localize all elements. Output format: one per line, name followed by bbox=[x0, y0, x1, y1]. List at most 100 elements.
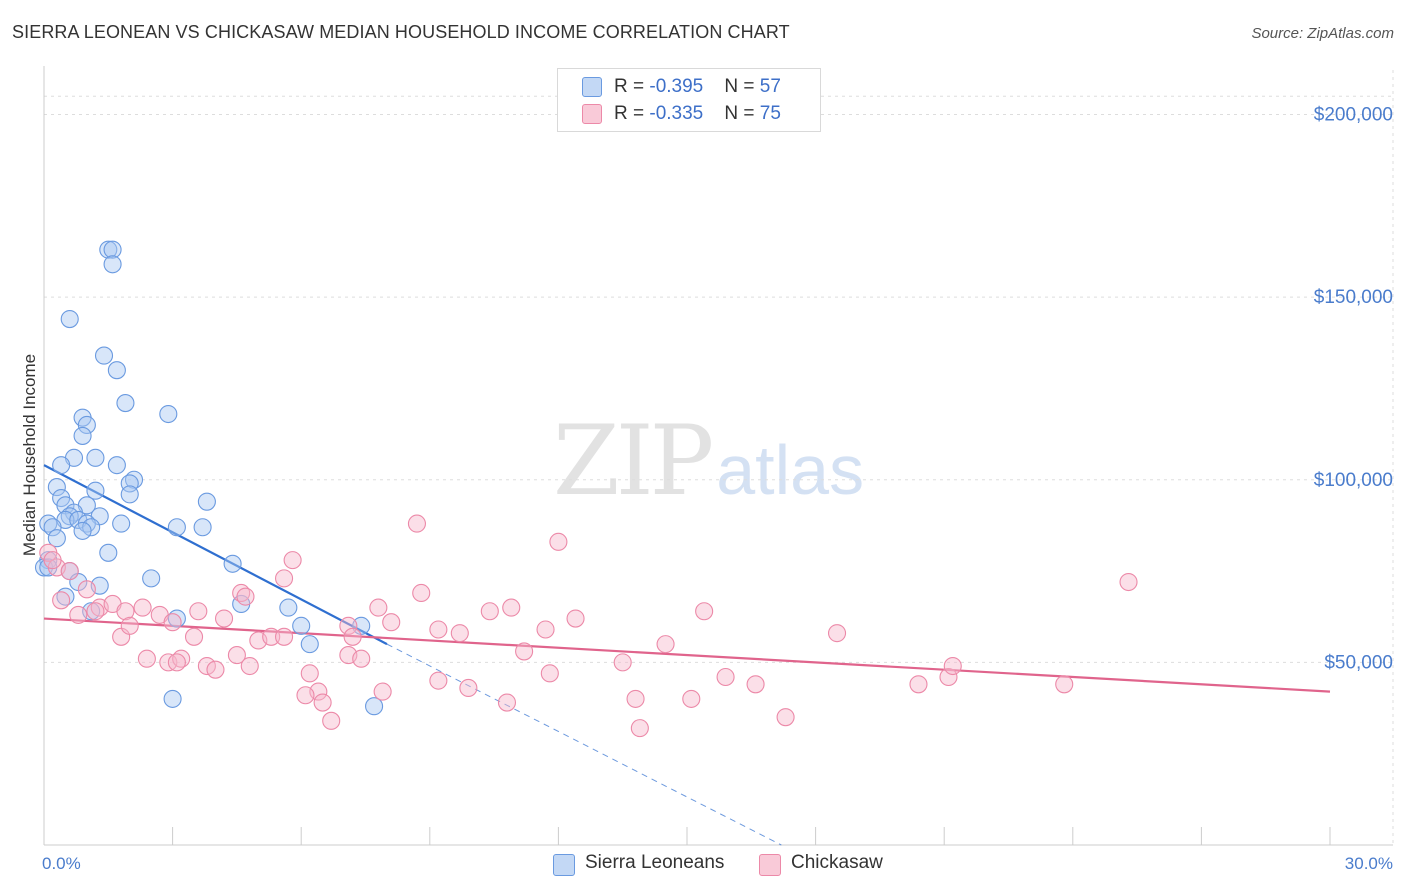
data-point bbox=[695, 602, 714, 621]
data-point bbox=[502, 598, 521, 617]
data-point bbox=[116, 602, 135, 621]
data-point bbox=[47, 529, 66, 548]
data-point bbox=[103, 255, 122, 274]
data-point bbox=[47, 478, 66, 497]
data-point bbox=[549, 532, 568, 551]
legend-n-label: N = bbox=[724, 103, 760, 124]
data-point bbox=[107, 361, 126, 380]
data-point bbox=[536, 620, 555, 639]
legend-r-label: R = bbox=[614, 103, 650, 124]
data-point bbox=[142, 569, 161, 588]
series-sierra-leoneans-points bbox=[34, 240, 384, 716]
data-point bbox=[939, 667, 958, 687]
data-point bbox=[412, 583, 431, 603]
data-point bbox=[206, 660, 225, 679]
data-point bbox=[1055, 675, 1074, 694]
tick-labels: $50,000 $100,000 $150,000 $200,000 0.0% 30.0% bbox=[42, 105, 1393, 873]
chart-title: SIERRA LEONEAN VS CHICKASAW MEDIAN HOUSE… bbox=[12, 22, 790, 42]
data-point bbox=[300, 635, 319, 654]
data-point bbox=[184, 627, 204, 646]
data-point bbox=[120, 485, 139, 504]
data-point bbox=[163, 613, 182, 632]
data-point bbox=[103, 240, 122, 259]
data-point bbox=[133, 598, 152, 617]
data-point bbox=[943, 656, 962, 676]
data-point bbox=[167, 653, 186, 672]
data-point bbox=[120, 474, 139, 493]
legend-r-value: -0.395 bbox=[649, 76, 704, 97]
legend-label: Sierra Leoneans bbox=[585, 852, 725, 873]
y-tick-label: $150,000 bbox=[1314, 287, 1393, 308]
data-point bbox=[189, 602, 208, 621]
data-point bbox=[716, 667, 735, 687]
data-point bbox=[382, 613, 401, 632]
data-point bbox=[373, 682, 392, 701]
legend-swatch bbox=[553, 854, 575, 876]
data-point bbox=[339, 616, 358, 635]
data-point bbox=[167, 518, 186, 537]
data-point bbox=[365, 697, 384, 716]
legend-swatch bbox=[759, 854, 781, 876]
data-point bbox=[343, 627, 362, 646]
data-point bbox=[1119, 572, 1138, 592]
legend-n-value: 57 bbox=[759, 76, 781, 97]
watermark-zip: ZIP bbox=[553, 405, 714, 517]
data-point bbox=[159, 404, 178, 424]
data-point bbox=[107, 456, 126, 475]
data-point bbox=[275, 627, 294, 646]
data-point bbox=[292, 616, 311, 635]
data-point bbox=[94, 346, 114, 365]
data-point bbox=[776, 708, 795, 727]
grid-lines bbox=[44, 70, 1395, 845]
data-point bbox=[86, 448, 105, 467]
data-point bbox=[515, 642, 534, 661]
data-point bbox=[197, 492, 216, 511]
data-point bbox=[163, 689, 182, 708]
data-point bbox=[300, 664, 319, 683]
legend-r-value: -0.335 bbox=[649, 103, 704, 124]
legend-label: Chickasaw bbox=[791, 852, 883, 873]
data-point bbox=[43, 518, 62, 537]
data-point bbox=[73, 521, 92, 540]
data-point bbox=[682, 689, 701, 708]
y-tick-label: $200,000 bbox=[1314, 105, 1393, 126]
data-point bbox=[480, 602, 499, 621]
data-point bbox=[52, 591, 71, 610]
data-point bbox=[283, 551, 302, 570]
data-point bbox=[429, 620, 448, 639]
data-point bbox=[369, 598, 388, 617]
trend-line bbox=[43, 617, 1331, 693]
data-point bbox=[77, 580, 96, 599]
data-point bbox=[52, 456, 71, 475]
data-point bbox=[223, 554, 242, 573]
data-point bbox=[296, 686, 315, 705]
data-point bbox=[566, 609, 585, 628]
legend-n-label: N = bbox=[724, 76, 760, 97]
trend-line-extension bbox=[386, 643, 782, 846]
data-point bbox=[69, 605, 88, 624]
data-point bbox=[86, 602, 105, 621]
data-point bbox=[279, 598, 298, 617]
data-point bbox=[86, 481, 105, 500]
data-point bbox=[116, 394, 135, 413]
x-tick-label: 30.0% bbox=[1345, 854, 1393, 873]
data-point bbox=[275, 569, 294, 588]
series-chickasaw-points bbox=[39, 514, 1138, 738]
data-point bbox=[112, 514, 131, 533]
data-point bbox=[193, 518, 212, 537]
source-credit: Source: ZipAtlas.com bbox=[1251, 25, 1394, 42]
data-point bbox=[429, 671, 448, 690]
data-point bbox=[909, 675, 928, 694]
x-tick-label: 0.0% bbox=[42, 854, 81, 873]
data-point bbox=[120, 616, 139, 635]
data-point bbox=[656, 635, 675, 654]
data-point bbox=[77, 415, 96, 435]
data-point bbox=[73, 426, 92, 445]
legend-r-label: R = bbox=[614, 76, 650, 97]
data-point bbox=[827, 624, 847, 643]
data-point bbox=[236, 587, 255, 606]
data-point bbox=[214, 609, 234, 628]
data-point bbox=[746, 675, 765, 694]
trend-lines bbox=[43, 464, 1331, 846]
